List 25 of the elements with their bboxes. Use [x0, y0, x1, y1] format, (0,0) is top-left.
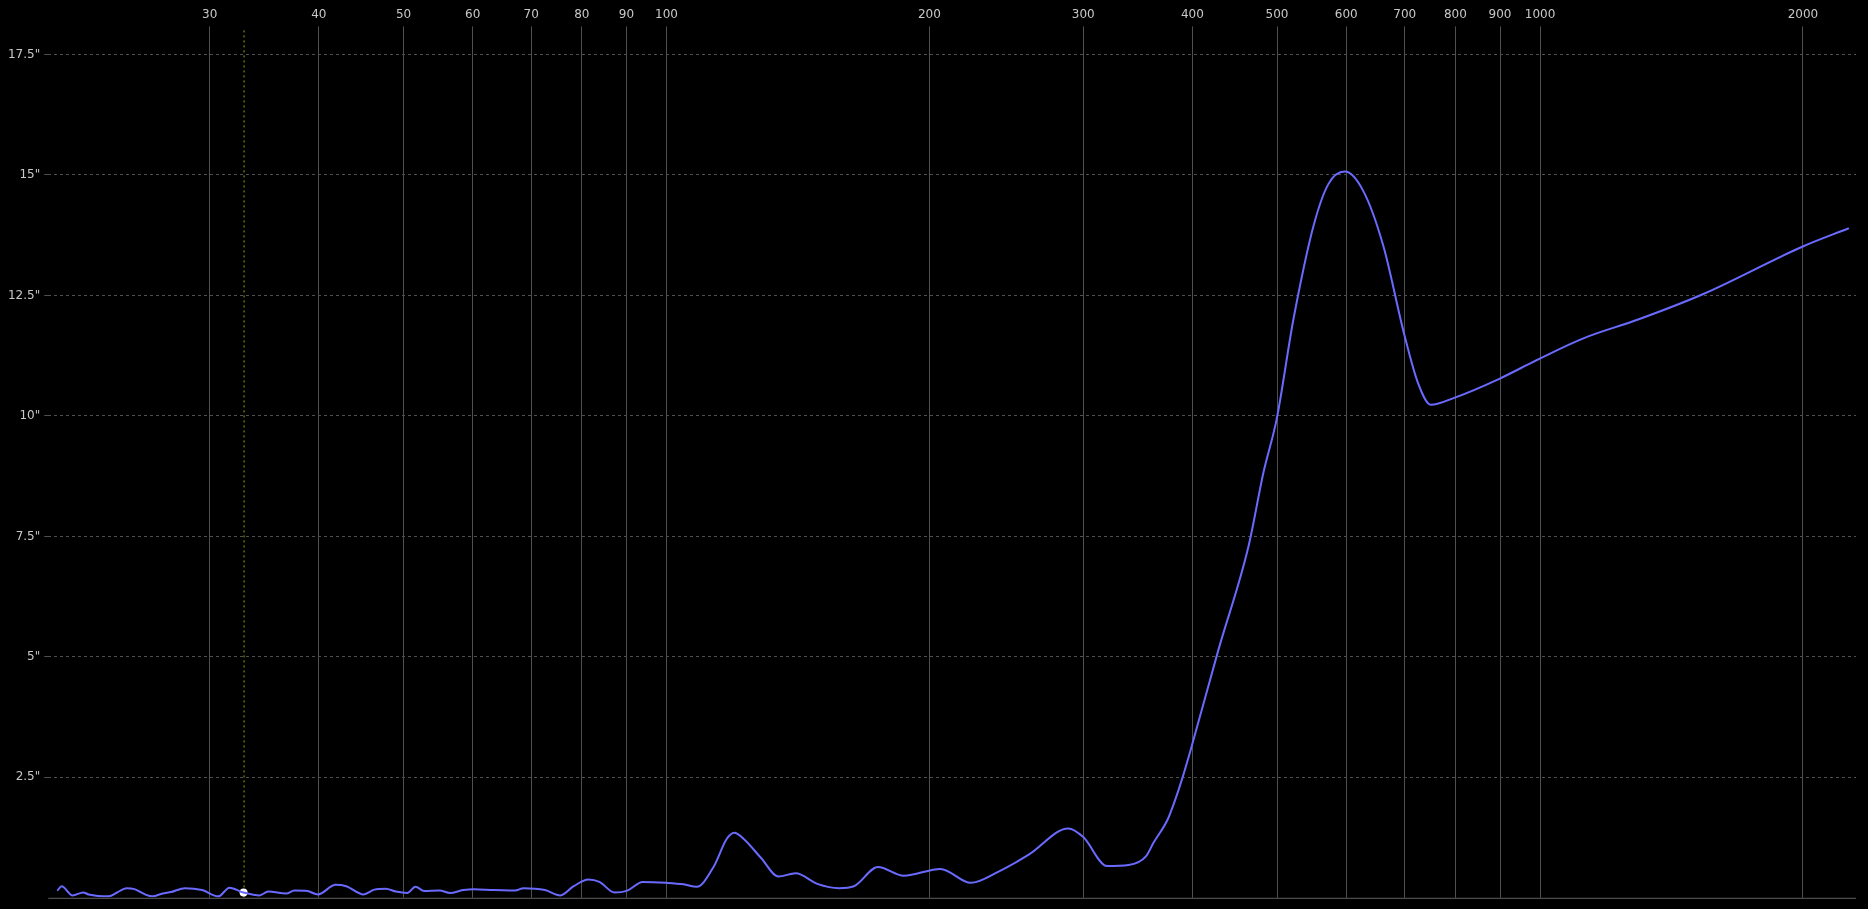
y-tick-label: 12.5" — [7, 287, 41, 302]
x-tick-label: 80 — [574, 7, 590, 22]
x-tick-label: 500 — [1265, 7, 1289, 22]
y-tick-label: 7.5" — [15, 528, 41, 543]
x-tick-label: 1000 — [1524, 7, 1556, 22]
x-tick-label: 2000 — [1787, 7, 1819, 22]
x-tick-label: 700 — [1393, 7, 1417, 22]
y-tick-label: 2.5" — [15, 769, 41, 784]
x-tick-label: 400 — [1180, 7, 1204, 22]
x-tick-label: 800 — [1443, 7, 1467, 22]
y-tick-label: 5" — [27, 648, 41, 663]
x-tick-label: 40 — [311, 7, 327, 22]
x-tick-label: 90 — [618, 7, 635, 22]
y-tick-label: 17.5" — [7, 46, 41, 61]
x-tick-label: 30 — [202, 7, 218, 22]
x-tick-label: 200 — [917, 7, 941, 22]
x-tick-label: 300 — [1071, 7, 1095, 22]
x-tick-label: 900 — [1488, 7, 1512, 22]
x-tick-label: 60 — [465, 7, 481, 22]
x-tick-label: 70 — [523, 7, 539, 22]
y-tick-label: 10" — [19, 408, 41, 423]
x-tick-label: 50 — [395, 7, 412, 22]
x-tick-label: 100 — [655, 7, 678, 22]
y-tick-label: 15" — [19, 167, 41, 182]
x-tick-label: 600 — [1334, 7, 1358, 22]
